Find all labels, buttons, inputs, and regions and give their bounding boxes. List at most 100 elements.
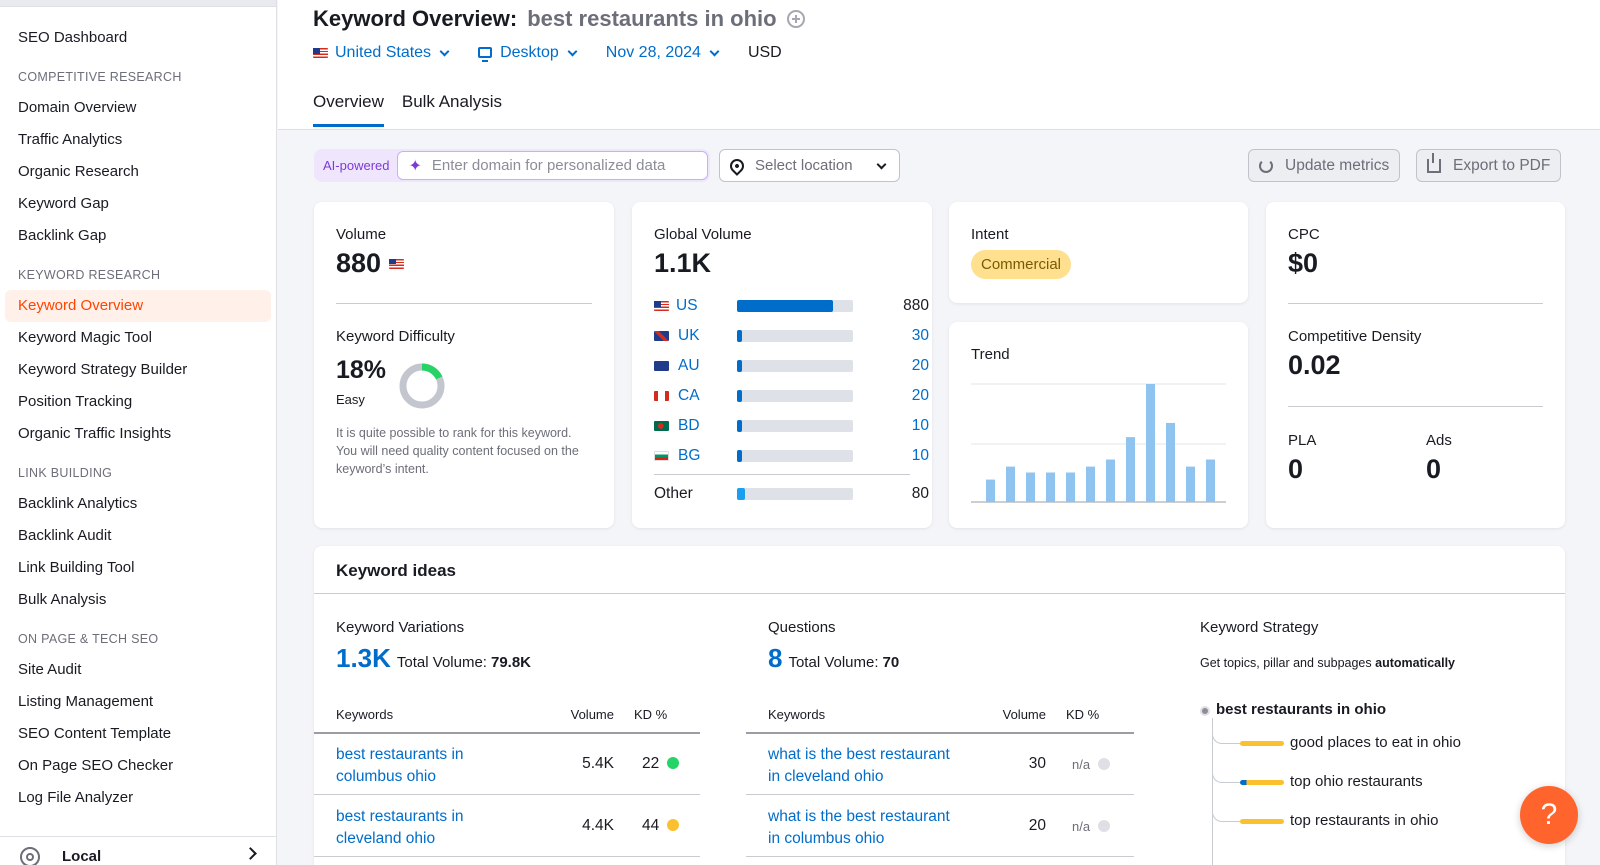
- sidebar-item-log-file-analyzer[interactable]: Log File Analyzer: [18, 789, 134, 806]
- add-keyword-icon[interactable]: [786, 10, 805, 28]
- country-volume[interactable]: 30: [911, 327, 929, 344]
- intent-label: Intent: [971, 226, 1009, 243]
- trend-bar[interactable]: [1186, 466, 1195, 502]
- country-code[interactable]: UK: [678, 327, 700, 344]
- divider: [654, 474, 910, 475]
- keyword-link[interactable]: best restaurants in: [336, 746, 464, 763]
- divider: [1288, 406, 1543, 407]
- trend-bar[interactable]: [1146, 384, 1155, 502]
- kd-dot-icon: [1098, 758, 1111, 770]
- keyword-volume: 5.4K: [582, 755, 614, 772]
- sidebar-item-position-tracking[interactable]: Position Tracking: [18, 393, 133, 410]
- volume-bar-fill: [737, 300, 833, 312]
- chevron-down-icon: [876, 159, 887, 170]
- volume-bar: [737, 390, 853, 402]
- sidebar-item-organic-research[interactable]: Organic Research: [18, 163, 139, 180]
- variations-total-label: Total Volume:: [396, 654, 487, 671]
- location-select[interactable]: Select location: [719, 149, 900, 182]
- col-header-volume: Volume: [570, 707, 614, 722]
- country-volume[interactable]: 10: [911, 447, 929, 464]
- us-flag-icon: [313, 48, 328, 58]
- sidebar-item-backlink-analytics[interactable]: Backlink Analytics: [18, 495, 138, 512]
- trend-bar[interactable]: [1106, 459, 1115, 502]
- kd-donut-fill: [399, 363, 445, 409]
- intent-card: Intent Commercial: [949, 202, 1248, 303]
- col-header-volume: Volume: [1002, 707, 1046, 722]
- question-link-line2[interactable]: in cleveland ohio: [768, 768, 884, 785]
- trend-bar[interactable]: [1166, 422, 1175, 502]
- country-dropdown-label: United States: [335, 44, 432, 61]
- trend-bar[interactable]: [1126, 437, 1135, 502]
- question-link[interactable]: what is the best restaurant: [768, 808, 950, 825]
- sidebar-item-domain-overview[interactable]: Domain Overview: [18, 99, 137, 116]
- table-row: what is the best restaurant in columbus …: [768, 806, 950, 850]
- cpc-card: CPC $0 Competitive Density 0.02 PLA 0 Ad…: [1266, 202, 1565, 528]
- trend-bar[interactable]: [1086, 466, 1095, 502]
- trend-bar[interactable]: [1026, 472, 1035, 503]
- domain-input[interactable]: ✦ Enter domain for personalized data: [397, 151, 708, 180]
- volume-bar-fill: [737, 390, 742, 402]
- keyword-link-line2[interactable]: columbus ohio: [336, 768, 436, 785]
- sidebar-item-keyword-overview[interactable]: Keyword Overview: [5, 290, 271, 322]
- update-metrics-button[interactable]: Update metrics: [1248, 149, 1401, 182]
- country-dropdown[interactable]: United States: [313, 44, 450, 62]
- chevron-down-icon: [567, 46, 578, 56]
- kd-dot-icon: [667, 819, 680, 831]
- col-header-keywords: Keywords: [768, 707, 826, 722]
- device-dropdown[interactable]: Desktop: [478, 44, 578, 62]
- sidebar-item-keyword-magic-tool[interactable]: Keyword Magic Tool: [18, 329, 152, 346]
- sidebar-item-backlink-gap[interactable]: Backlink Gap: [18, 227, 107, 244]
- ads-value: 0: [1426, 454, 1442, 484]
- volume-bar-fill: [737, 420, 742, 432]
- keyword-link-line2[interactable]: cleveland ohio: [336, 830, 436, 847]
- sidebar-item-on-page-seo-checker[interactable]: On Page SEO Checker: [18, 757, 174, 774]
- strategy-topic[interactable]: top ohio restaurants: [1290, 773, 1423, 790]
- country-code[interactable]: AU: [678, 357, 700, 374]
- trend-bar[interactable]: [1206, 459, 1215, 502]
- sidebar-item-traffic-analytics[interactable]: Traffic Analytics: [18, 131, 123, 148]
- trend-bar[interactable]: [1046, 472, 1055, 503]
- sidebar-item-seo-content-template[interactable]: SEO Content Template: [18, 725, 172, 742]
- strategy-root[interactable]: best restaurants in ohio: [1216, 701, 1387, 718]
- country-volume[interactable]: 10: [911, 417, 929, 434]
- chevron-down-icon: [709, 46, 720, 56]
- country-code[interactable]: CA: [678, 387, 700, 404]
- sidebar-item-seo-dashboard[interactable]: SEO Dashboard: [18, 29, 128, 46]
- export-pdf-button[interactable]: Export to PDF: [1416, 149, 1562, 182]
- us-flag-icon: [654, 301, 669, 311]
- sidebar-item-keyword-gap[interactable]: Keyword Gap: [18, 195, 109, 212]
- question-link-line2[interactable]: in columbus ohio: [768, 830, 885, 847]
- volume-label: Volume: [336, 226, 387, 243]
- page-title-label: Keyword Overview:: [313, 6, 518, 31]
- tab-bulk-analysis[interactable]: Bulk Analysis: [401, 92, 503, 111]
- strategy-topic[interactable]: top restaurants in ohio: [1290, 812, 1439, 829]
- sidebar-item-listing-management[interactable]: Listing Management: [18, 693, 154, 710]
- sidebar-item-keyword-strategy-builder[interactable]: Keyword Strategy Builder: [18, 361, 188, 378]
- page-title-keyword: best restaurants in ohio: [527, 6, 777, 31]
- sidebar-item-local[interactable]: Local: [0, 836, 276, 865]
- pla-label: PLA: [1288, 432, 1317, 449]
- sidebar-item-site-audit[interactable]: Site Audit: [18, 661, 82, 678]
- country-code[interactable]: US: [676, 297, 698, 314]
- strategy-tree: best restaurants in ohio good places to …: [1200, 696, 1560, 865]
- trend-bar[interactable]: [986, 479, 995, 502]
- questions-count[interactable]: 8: [768, 643, 783, 673]
- variations-count[interactable]: 1.3K: [336, 643, 391, 673]
- question-link[interactable]: what is the best restaurant: [768, 746, 950, 763]
- tab-overview[interactable]: Overview: [313, 92, 384, 127]
- trend-bar[interactable]: [1066, 472, 1075, 503]
- keyword-link[interactable]: best restaurants in: [336, 808, 464, 825]
- country-volume[interactable]: 20: [911, 387, 929, 404]
- sidebar-item-organic-traffic-insights[interactable]: Organic Traffic Insights: [18, 425, 172, 442]
- trend-bar[interactable]: [1006, 466, 1015, 502]
- country-code[interactable]: BD: [678, 417, 700, 434]
- date-dropdown[interactable]: Nov 28, 2024: [606, 44, 720, 62]
- country-code[interactable]: BG: [678, 447, 701, 464]
- country-volume[interactable]: 20: [911, 357, 929, 374]
- country-row-bd: BD 10: [654, 416, 929, 436]
- help-button[interactable]: ?: [1520, 786, 1578, 844]
- strategy-topic[interactable]: good places to eat in ohio: [1290, 734, 1461, 751]
- sidebar-item-link-building-tool[interactable]: Link Building Tool: [18, 559, 135, 576]
- sidebar-item-backlink-audit[interactable]: Backlink Audit: [18, 527, 112, 544]
- sidebar-item-bulk-analysis[interactable]: Bulk Analysis: [18, 591, 107, 608]
